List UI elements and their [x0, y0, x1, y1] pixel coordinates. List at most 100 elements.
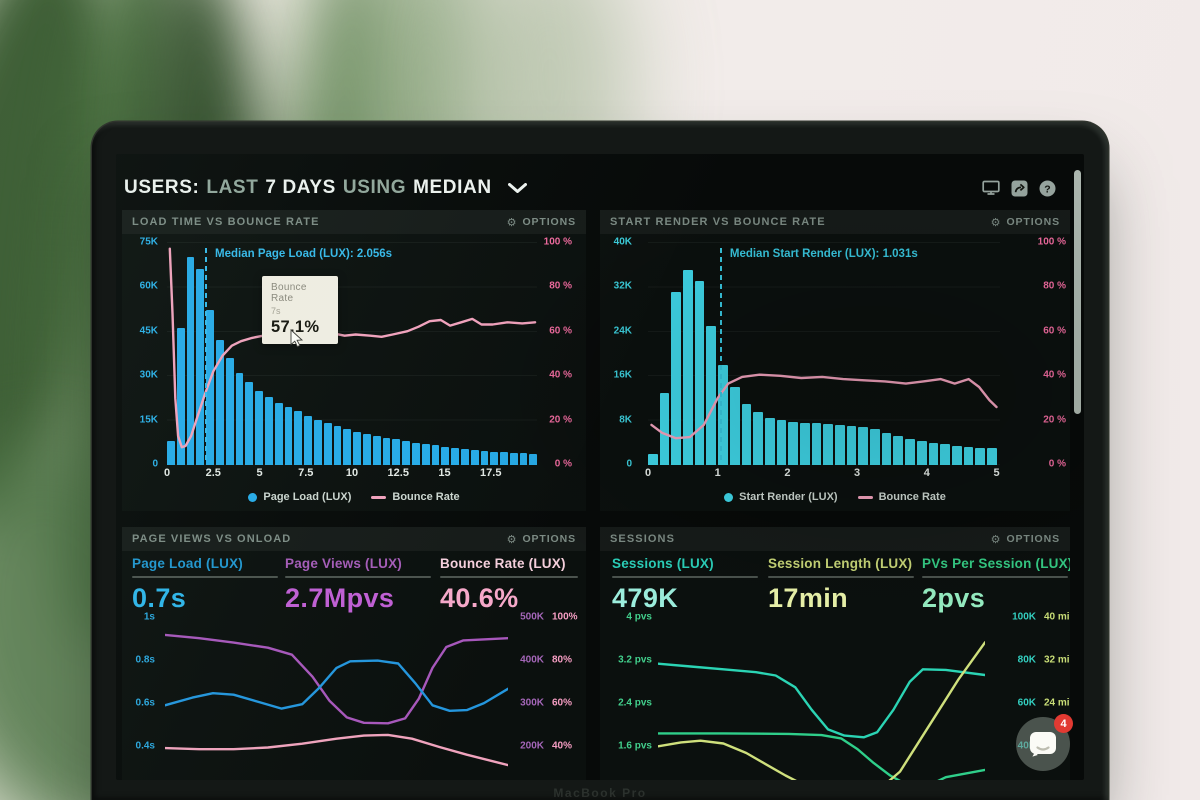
axis-tick-label: 60 % [1043, 325, 1066, 337]
histogram-bar[interactable] [753, 412, 763, 465]
axis-tick-label: 45K [139, 325, 158, 337]
legend-line [371, 495, 387, 499]
histogram-bar[interactable] [951, 445, 962, 465]
axis-tick-label: 20 % [1043, 414, 1066, 426]
panel-titlebar: SESSIONS ⚙ OPTIONS [600, 527, 1070, 551]
share-icon[interactable] [1011, 180, 1028, 197]
histogram-bar[interactable] [975, 447, 985, 465]
histogram-bar[interactable] [799, 422, 810, 465]
users-filter-dropdown[interactable]: USERS: LAST 7 DAYS USING MEDIAN [124, 177, 527, 199]
options-label: OPTIONS [522, 533, 576, 545]
axis-tick-label: 75K [139, 236, 158, 248]
mouse-cursor [290, 328, 304, 353]
histogram-bar[interactable] [441, 446, 450, 465]
chevron-down-icon[interactable] [507, 182, 527, 194]
histogram-bar[interactable] [940, 444, 950, 465]
histogram-bar[interactable] [776, 420, 787, 465]
metric-value: 17min [768, 583, 849, 613]
sessions-lines[interactable] [658, 607, 985, 780]
series-line [658, 662, 985, 739]
histogram-bar[interactable] [788, 421, 798, 465]
axis-tick-label: 80 % [549, 280, 572, 292]
panel-load-time-vs-bounce-rate: LOAD TIME VS BOUNCE RATE ⚙ OPTIONS 75K 60K… [122, 210, 586, 511]
histogram-bar[interactable] [835, 424, 845, 465]
axis-tick-label: 40 % [1043, 369, 1066, 381]
axis-tick-label: 4 pvs [626, 611, 652, 623]
legend-item-bounce-rate[interactable]: Bounce Rate [371, 491, 460, 503]
legend: Page Load (LUX) Bounce Rate [122, 491, 586, 503]
panel-titlebar: LOAD TIME VS BOUNCE RATE ⚙ OPTIONS [122, 210, 586, 234]
axis-tick-label: 0 % [1048, 458, 1066, 470]
axis-tick-label: 0 [644, 467, 652, 479]
axis-tick-label: 80% [552, 654, 573, 666]
histogram-bar[interactable] [846, 425, 857, 465]
histogram-bar[interactable] [893, 436, 904, 465]
y-axis-right-pct: 100% 80% 60% 40% [552, 527, 586, 780]
options-button[interactable]: ⚙ OPTIONS [507, 533, 576, 545]
legend-item-page-load[interactable]: Page Load (LUX) [248, 491, 351, 503]
title-users: USERS: [124, 177, 200, 198]
legend-dot [248, 492, 258, 502]
plot-area[interactable] [648, 242, 1000, 465]
scrollbar-thumb[interactable] [1074, 170, 1081, 414]
histogram-bar[interactable] [963, 446, 974, 465]
histogram-bar[interactable] [870, 428, 880, 465]
y-axis-left: 75K 60K 45K 30K 15K 0 [124, 210, 158, 511]
series-line [650, 373, 998, 440]
histogram-bar[interactable] [741, 403, 752, 465]
legend-dot [724, 492, 734, 502]
options-button[interactable]: ⚙ OPTIONS [991, 533, 1060, 545]
histogram-bar[interactable] [683, 269, 693, 465]
histogram-bar[interactable] [706, 325, 717, 465]
y-axis-right: 100 % 80 % 60 % 40 % 20 % 0 % [526, 210, 572, 511]
histogram-bar[interactable] [648, 453, 658, 465]
tooltip-x-value: 7s [271, 306, 281, 316]
onload-lines[interactable] [165, 607, 508, 780]
title-median: MEDIAN [413, 177, 492, 198]
legend-line [857, 495, 873, 499]
histogram-bar[interactable] [986, 448, 997, 465]
histogram-bar[interactable] [729, 386, 740, 465]
axis-tick-label: 1s [143, 611, 155, 623]
histogram-bar[interactable] [694, 281, 705, 465]
histogram-bar[interactable] [460, 448, 469, 465]
series-line [658, 641, 985, 780]
histogram-bar[interactable] [480, 450, 489, 465]
histogram-bar[interactable] [916, 441, 927, 465]
histogram-bar[interactable] [519, 453, 528, 465]
histogram-bar[interactable] [881, 432, 892, 465]
histogram-bar[interactable] [905, 438, 915, 465]
options-button[interactable]: ⚙ OPTIONS [991, 216, 1060, 228]
plot-area[interactable] [167, 242, 538, 465]
histogram-bar[interactable] [811, 423, 822, 465]
metric-label: Session Length (LUX) [768, 556, 913, 571]
legend-item-bounce-rate[interactable]: Bounce Rate [857, 491, 946, 503]
svg-text:?: ? [1044, 183, 1050, 195]
axis-tick-label: 32K [613, 280, 632, 292]
display-icon[interactable] [982, 180, 1000, 196]
axis-tick-label: 10 [345, 467, 359, 479]
histogram-bar[interactable] [659, 392, 670, 465]
histogram-bar[interactable] [500, 452, 508, 465]
histogram-bar[interactable] [431, 445, 440, 465]
axis-tick-label: 16K [613, 369, 632, 381]
help-icon[interactable]: ? [1039, 180, 1056, 197]
chat-launcher-button[interactable]: 4 [1016, 714, 1073, 771]
median-marker: Median Page Load (LUX): 2.056s [205, 248, 392, 464]
histogram-bar[interactable] [764, 417, 775, 465]
histogram-bar[interactable] [509, 452, 518, 465]
histogram-bar[interactable] [529, 454, 538, 465]
histogram-bar[interactable] [718, 364, 728, 465]
histogram-bar[interactable] [928, 442, 939, 465]
histogram-bar[interactable] [470, 449, 479, 465]
legend-item-start-render[interactable]: Start Render (LUX) [724, 491, 838, 503]
histogram-bar[interactable] [421, 444, 430, 465]
histogram-bar[interactable] [671, 292, 682, 465]
histogram-bar[interactable] [490, 451, 499, 465]
y-axis-right: 100 % 80 % 60 % 40 % 20 % 0 % [1018, 210, 1066, 511]
metric-bounce-rate: Bounce Rate (LUX) 40.6% [440, 556, 578, 614]
axis-tick-label: 400K [520, 654, 544, 666]
histogram-bar[interactable] [858, 427, 869, 465]
histogram-bar[interactable] [823, 423, 833, 465]
histogram-bar[interactable] [451, 447, 459, 465]
